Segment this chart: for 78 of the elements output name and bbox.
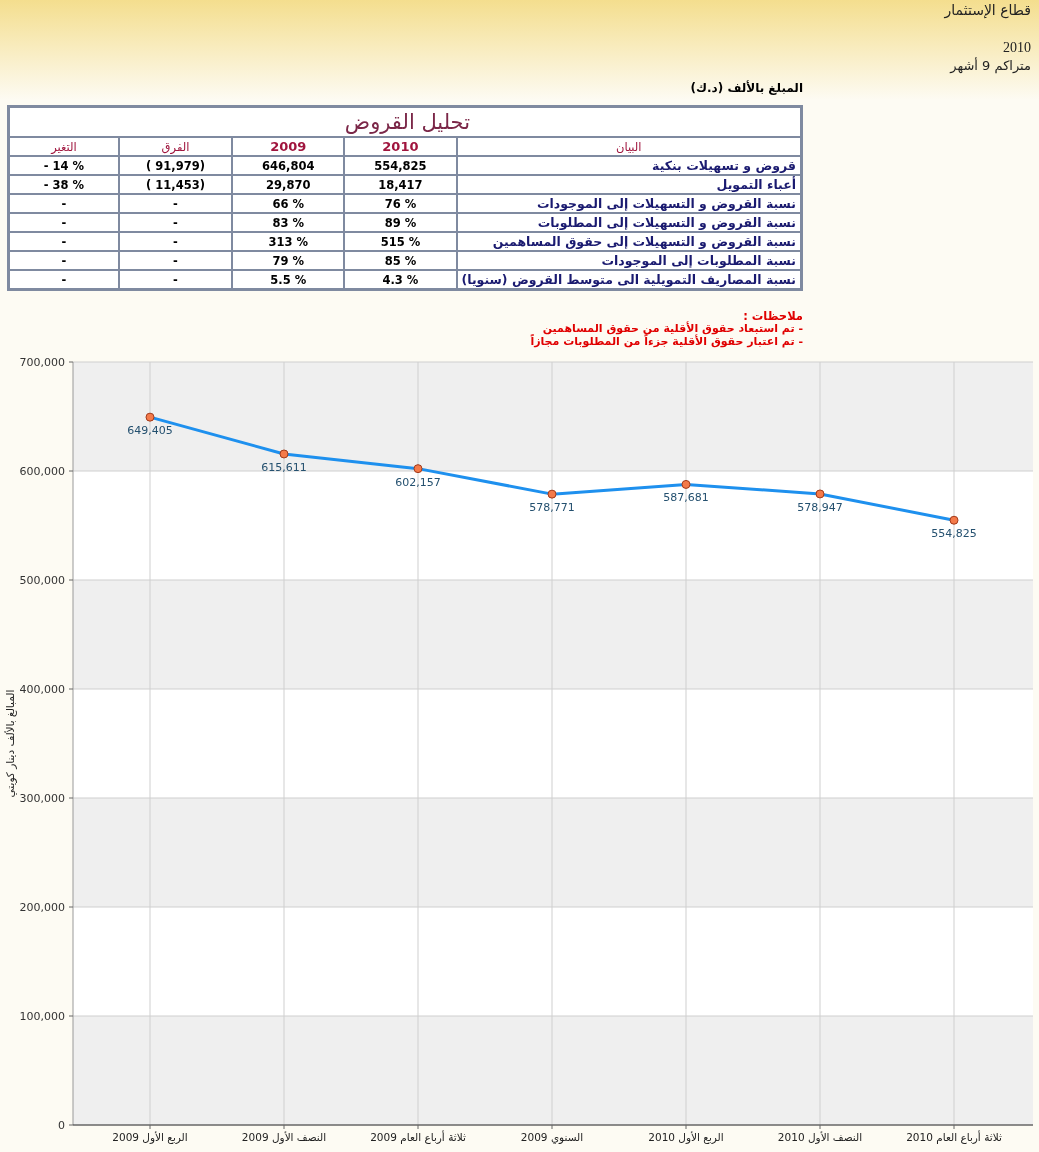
text: -	[173, 196, 178, 211]
category-label: نسبة القروض و التسهيلات إلى حقوق المساهمين	[492, 234, 796, 249]
y-tick-label: 600,000	[19, 465, 65, 478]
y-axis-title: المبالغ بالألف دينار كويتي	[4, 689, 17, 798]
data-label: 554,825	[931, 527, 977, 541]
text: ( 11,453)	[146, 177, 205, 192]
y-tick-label: 0	[58, 1119, 65, 1132]
text: 515 %	[380, 234, 421, 249]
category-label: 2009	[232, 137, 345, 156]
text: 79 %	[272, 253, 305, 268]
text: 18,417	[378, 177, 423, 192]
text: متراكم 9 أشهر	[950, 58, 1031, 73]
y-tick-label: 700,000	[19, 356, 65, 369]
y-tick-label: 100,000	[19, 1010, 65, 1023]
category-label: أعباء التمويل	[716, 177, 796, 192]
text: -	[61, 234, 67, 249]
data-label: 578,771	[529, 501, 575, 515]
text: -	[173, 234, 178, 249]
point	[815, 489, 825, 499]
text: تحليل القروض	[8, 106, 802, 137]
point	[279, 449, 289, 459]
category-label: الفرق	[118, 137, 233, 156]
point	[413, 464, 423, 474]
x-tick-label: ثلاثة أرباع العام 2010	[906, 1130, 1002, 1144]
x-tick-label: الربع الأول 2009	[112, 1131, 188, 1144]
text: 89 %	[384, 215, 417, 230]
x-tick-label: السنوي 2009	[520, 1131, 584, 1144]
point	[949, 515, 959, 525]
text: 4.3 %	[382, 272, 419, 287]
text: 5.5 %	[270, 272, 307, 287]
text: ( 91,979)	[146, 158, 205, 173]
y-tick-label: 200,000	[19, 901, 65, 914]
text: ملاحظات :	[743, 309, 803, 323]
text: 76 %	[384, 196, 417, 211]
text: 554,825	[374, 158, 427, 173]
data-label: 578,947	[797, 500, 843, 514]
y-tick-label: 300,000	[19, 792, 65, 805]
text: - تم اعتبار حقوق الأقلية جزءاً من المطلوبات مجازاً	[530, 335, 803, 348]
x-tick-label: الربع الأول 2010	[648, 1131, 724, 1144]
y-tick-label: 500,000	[19, 574, 65, 587]
data-label: 649,405	[127, 424, 173, 438]
category-label: 2010	[344, 137, 457, 156]
text: 646,804	[262, 158, 315, 173]
category-label: نسبة المطلوبات إلى الموجودات	[601, 253, 796, 268]
text: -	[61, 196, 67, 211]
text: 2010	[1003, 40, 1031, 56]
data-label: 615,611	[261, 460, 307, 474]
text: - 14 %	[43, 158, 85, 173]
text: قطاع الإستثمار	[944, 2, 1031, 18]
text: - تم استبعاد حقوق الأقلية من حقوق المساهمين	[542, 322, 803, 335]
text: 85 %	[384, 253, 417, 268]
text: 29,870	[266, 177, 311, 192]
text: البيان	[456, 137, 802, 156]
category-label: التغير	[8, 137, 119, 156]
category-label: نسبة المصاريف التمويلية الى متوسط القروض (سنويا)	[461, 272, 796, 287]
text: 66 %	[272, 196, 305, 211]
x-tick-label: ثلاثة أرباع العام 2009	[370, 1130, 466, 1144]
text: - 38 %	[43, 177, 85, 192]
text: -	[173, 215, 178, 230]
category-label: نسبة القروض و التسهيلات إلى الموجودات	[536, 196, 796, 211]
text: -	[173, 253, 178, 268]
x-tick-label: النصف الأول 2010	[777, 1131, 863, 1144]
text: -	[61, 253, 67, 268]
category-label: قروض و تسهيلات بنكية	[652, 158, 796, 173]
y-tick-label: 400,000	[19, 683, 65, 696]
text: -	[173, 272, 178, 287]
category-label: نسبة القروض و التسهيلات إلى المطلوبات	[537, 215, 796, 230]
data-label: 602,157	[395, 475, 441, 489]
x-tick-label: النصف الأول 2009	[241, 1131, 327, 1144]
text: -	[61, 215, 67, 230]
data-label: 587,681	[663, 491, 709, 505]
text: المبلغ بالألف (د.ك)	[690, 81, 803, 95]
point	[145, 412, 155, 422]
text: -	[61, 272, 67, 287]
point	[547, 489, 557, 499]
text: 83 %	[272, 215, 305, 230]
point	[681, 479, 691, 489]
text: 313 %	[268, 234, 309, 249]
